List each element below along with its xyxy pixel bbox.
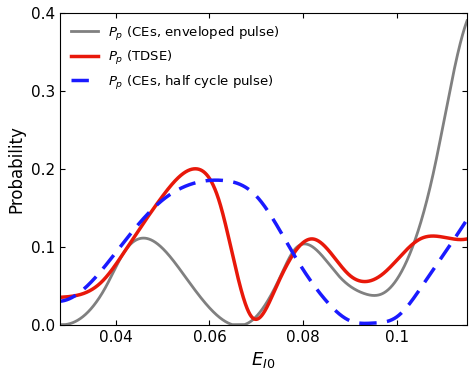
$P_p$ (CEs, half cycle pulse) (57, 299, 63, 303)
$P_p$ (TDSE) (412, 240, 418, 244)
$P_p$ (CEs, enveloped pulse) (464, 18, 470, 23)
$P_p$ (TDSE) (456, 237, 462, 242)
$P_p$ (TDSE) (192, 167, 198, 171)
Line: $P_p$ (CEs, half cycle pulse): $P_p$ (CEs, half cycle pulse) (60, 180, 467, 323)
$P_p$ (TDSE) (57, 295, 63, 300)
Line: $P_p$ (TDSE): $P_p$ (TDSE) (60, 169, 467, 319)
$P_p$ (CEs, enveloped pulse) (57, 322, 63, 327)
$P_p$ (CEs, enveloped pulse) (231, 322, 237, 327)
$P_p$ (TDSE) (231, 257, 237, 262)
$P_p$ (CEs, half cycle pulse) (213, 178, 219, 182)
$P_p$ (CEs, enveloped pulse) (412, 238, 418, 242)
Y-axis label: Probability: Probability (7, 125, 25, 213)
$P_p$ (TDSE) (213, 190, 219, 194)
$P_p$ (CEs, half cycle pulse) (231, 180, 237, 184)
$P_p$ (TDSE) (253, 317, 259, 322)
$P_p$ (CEs, enveloped pulse) (128, 242, 133, 247)
Legend: $P_p$ (CEs, enveloped pulse), $P_p$ (TDSE), $P_p$ (CEs, half cycle pulse): $P_p$ (CEs, enveloped pulse), $P_p$ (TDS… (66, 20, 285, 97)
$P_p$ (CEs, enveloped pulse) (213, 312, 219, 317)
$P_p$ (TDSE) (103, 275, 109, 279)
$P_p$ (CEs, half cycle pulse) (456, 229, 462, 234)
$P_p$ (CEs, enveloped pulse) (456, 46, 462, 51)
X-axis label: $E_{I0}$: $E_{I0}$ (251, 350, 275, 370)
$P_p$ (CEs, half cycle pulse) (362, 321, 368, 326)
$P_p$ (CEs, half cycle pulse) (128, 232, 133, 236)
$P_p$ (CEs, enveloped pulse) (103, 284, 109, 289)
$P_p$ (CEs, half cycle pulse) (412, 293, 418, 298)
$P_p$ (TDSE) (128, 241, 133, 245)
$P_p$ (CEs, half cycle pulse) (464, 217, 470, 222)
$P_p$ (CEs, half cycle pulse) (213, 178, 219, 182)
$P_p$ (TDSE) (464, 237, 470, 241)
$P_p$ (CEs, half cycle pulse) (103, 262, 109, 267)
Line: $P_p$ (CEs, enveloped pulse): $P_p$ (CEs, enveloped pulse) (60, 21, 467, 325)
